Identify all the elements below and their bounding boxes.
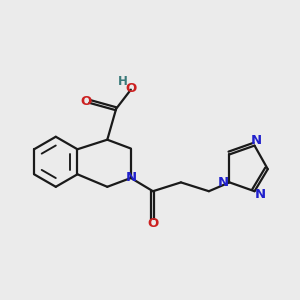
Text: O: O <box>126 82 137 95</box>
Text: N: N <box>254 188 266 201</box>
Text: O: O <box>147 217 159 230</box>
Text: N: N <box>250 134 262 147</box>
Text: H: H <box>118 75 128 88</box>
Text: O: O <box>80 95 92 108</box>
Text: N: N <box>125 172 136 184</box>
Text: N: N <box>218 176 229 189</box>
